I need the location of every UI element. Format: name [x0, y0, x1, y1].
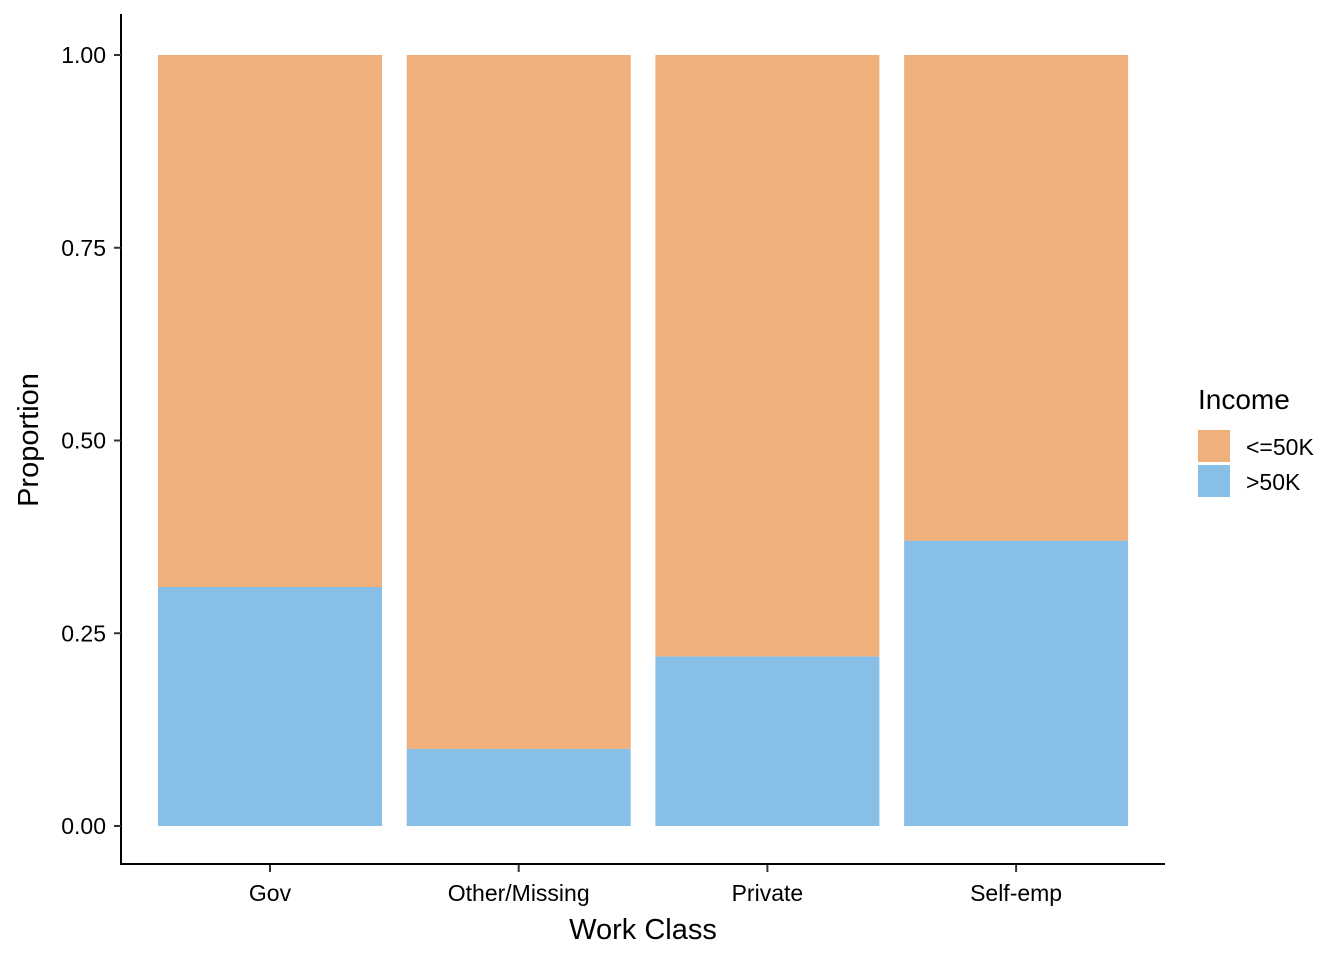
x-ticks-group: Gov Other/Missing Private Self-emp	[249, 865, 1062, 906]
x-tick-label: Self-emp	[970, 880, 1062, 906]
bars-group	[158, 55, 1129, 826]
bar-private-gt50k	[655, 656, 880, 826]
bar-gov-gt50k	[158, 587, 382, 826]
y-tick-label: 0.75	[61, 235, 106, 261]
x-tick-label: Gov	[249, 880, 292, 906]
y-tick-label: 0.25	[61, 620, 106, 646]
legend: Income <=50K >50K	[1198, 384, 1314, 497]
bar-gov-le50k	[158, 55, 382, 587]
bar-other-missing-gt50k	[406, 748, 631, 826]
y-axis-title: Proportion	[13, 373, 45, 507]
x-tick-label: Private	[732, 880, 804, 906]
legend-title: Income	[1198, 384, 1290, 415]
legend-label: >50K	[1246, 469, 1301, 495]
y-tick-label: 1.00	[61, 42, 106, 68]
bar-private-le50k	[655, 55, 880, 657]
legend-swatch	[1198, 430, 1230, 462]
x-axis-title: Work Class	[569, 914, 717, 946]
bar-self-emp-gt50k	[904, 540, 1129, 826]
legend-swatch	[1198, 465, 1230, 497]
bar-other-missing-le50k	[406, 55, 631, 749]
bar-self-emp-le50k	[904, 55, 1129, 541]
y-tick-label: 0.50	[61, 428, 106, 454]
legend-label: <=50K	[1246, 434, 1314, 460]
x-tick-label: Other/Missing	[448, 880, 590, 906]
y-tick-label: 0.00	[61, 813, 106, 839]
y-ticks-group: 0.00 0.25 0.50 0.75 1.00	[61, 42, 121, 839]
